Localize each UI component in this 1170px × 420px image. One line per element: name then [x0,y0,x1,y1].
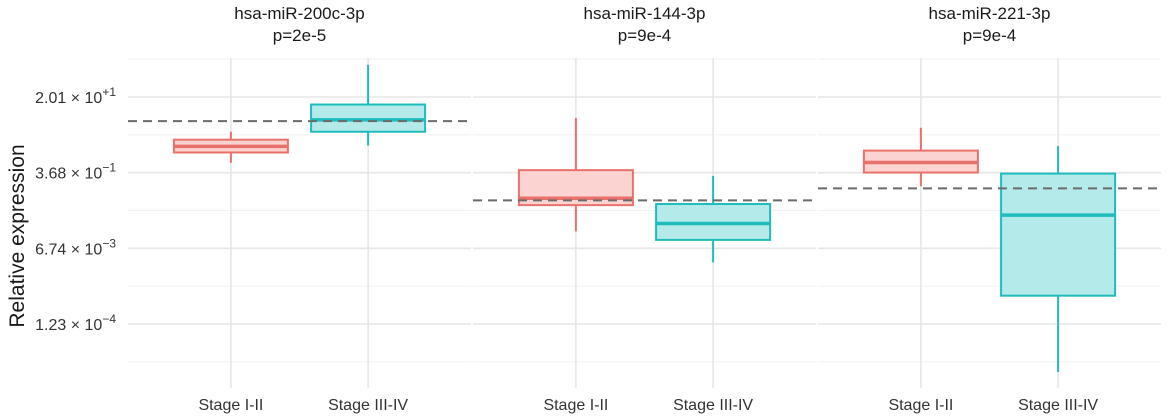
panel-pvalue: p=9e-4 [618,26,671,45]
panel-title: hsa-miR-144-3p [584,4,706,23]
panel-pvalue: p=2e-5 [273,26,326,45]
panel-pvalue: p=9e-4 [963,26,1016,45]
box-iqr [1000,172,1117,297]
panel-title: hsa-miR-221-3p [929,4,1051,23]
facet-panel: hsa-miR-200c-3p p=2e-5 Stage I-II Stage III… [128,4,471,414]
y-tick-label: 6.74 × 10−3 [35,236,116,258]
y-axis-label: Relative expression [6,144,29,327]
y-tick-mantissa: 6.74 × 10 [35,241,102,258]
y-tick-mantissa: 2.01 × 10 [35,90,102,107]
x-tick-label: Stage III-IV [328,397,408,414]
y-tick-mantissa: 1.23 × 10 [35,317,102,334]
y-tick-exponent: −1 [102,161,116,175]
facet-panel: hsa-miR-221-3p p=9e-4 Stage I-II Stage III-… [818,4,1161,414]
y-tick-exponent: −3 [102,236,116,250]
x-tick-label: Stage I-II [198,397,263,414]
facet-panel: hsa-miR-144-3p p=9e-4 Stage I-II Stage III-… [473,4,816,414]
y-tick-exponent: −4 [102,312,116,326]
x-tick-label: Stage I-II [543,397,608,414]
y-tick-exponent: +1 [102,85,116,99]
y-tick-label: 3.68 × 10−1 [35,161,116,183]
y-tick-label: 2.01 × 10+1 [35,85,116,107]
panel-title: hsa-miR-200c-3p [234,4,364,23]
x-tick-label: Stage III-IV [1018,397,1098,414]
y-tick-mantissa: 3.68 × 10 [35,166,102,183]
x-tick-label: Stage III-IV [673,397,753,414]
y-tick-label: 1.23 × 10−4 [35,312,116,334]
x-tick-label: Stage I-II [888,397,953,414]
